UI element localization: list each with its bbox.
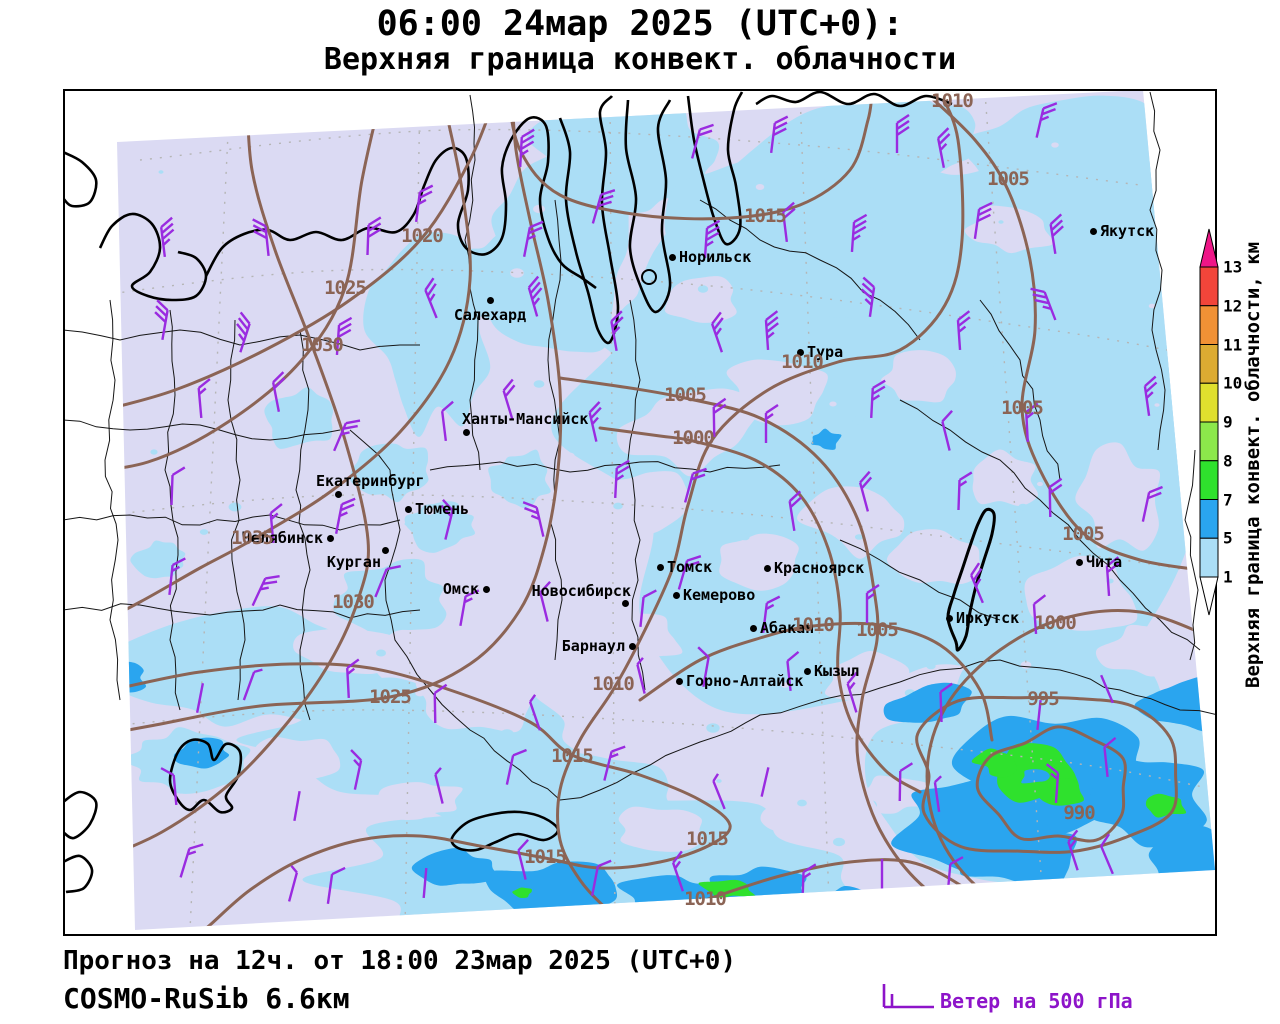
colorbar-tick-5: 5: [1223, 528, 1233, 548]
lake-baikal: [946, 507, 996, 652]
colorbar-tick-1: 1: [1223, 567, 1233, 587]
colorbar-tick-8: 8: [1223, 451, 1233, 471]
colorbar: [1199, 227, 1221, 617]
wind-legend: Ветер на 500 гПа: [876, 980, 1256, 1016]
colorbar-tick-12: 12: [1223, 296, 1243, 316]
coastlines: [62, 90, 996, 894]
wind-barbs: [154, 102, 1163, 905]
colorbar-axis-title: Верхняя граница конвект. облачности, км: [1242, 241, 1264, 689]
admin-borders: [62, 91, 1219, 801]
graticule: [117, 91, 1215, 930]
map-canvas: [62, 89, 1219, 936]
map-title-datetime: 06:00 24мар 2025 (UTC+0):: [376, 4, 904, 44]
colorbar-tick-10: 10: [1223, 373, 1243, 393]
model-name-text: COSMO-RuSib 6.6км: [63, 982, 350, 1015]
colorbar-tick-9: 9: [1223, 412, 1233, 432]
lake-balkhash: [450, 810, 560, 852]
wind-legend-label: Ветер на 500 гПа: [940, 989, 1133, 1013]
map-svg: [62, 89, 1219, 936]
map-title-parameter: Верхняя граница конвект. облачности: [323, 42, 957, 77]
colorbar-tick-11: 11: [1223, 335, 1243, 354]
forecast-lead-text: Прогноз на 12ч. от 18:00 23мар 2025 (UTC…: [63, 946, 737, 976]
colorbar-svg: [1199, 228, 1219, 616]
colorbar-tick-13: 13: [1223, 257, 1243, 277]
wind-barb-legend-icon: [882, 984, 934, 1009]
colorbar-tick-7: 7: [1223, 490, 1233, 509]
